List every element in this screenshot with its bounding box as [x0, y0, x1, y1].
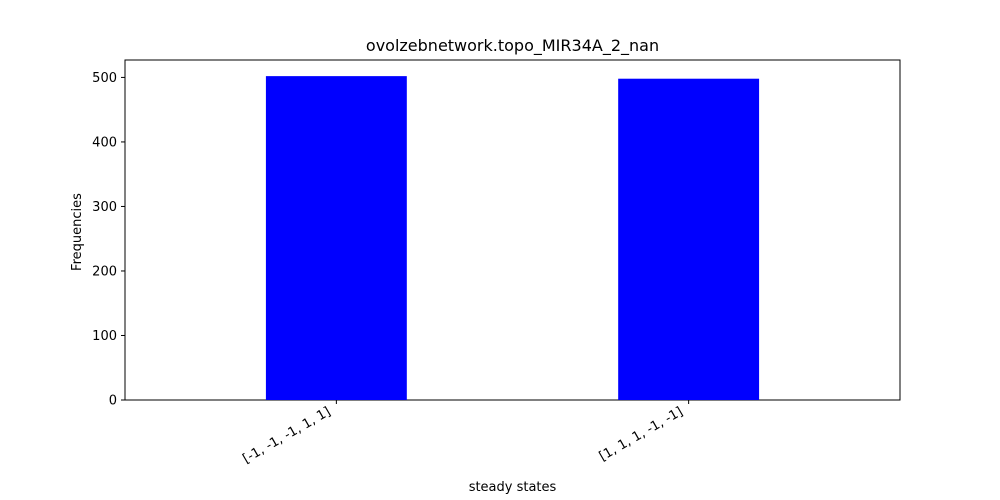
y-axis: 0 100 200 300 400 500: [92, 71, 125, 409]
x-axis: [-1, -1, -1, 1, 1] [1, 1, 1, -1, -1]: [240, 400, 690, 467]
bar-0: [265, 76, 407, 401]
x-axis-label: steady states: [469, 480, 557, 495]
x-tick-label: [1, 1, 1, -1, -1]: [597, 404, 686, 464]
x-tick-label: [-1, -1, -1, 1, 1]: [240, 404, 333, 466]
bars-layer: [265, 76, 760, 401]
bar-1: [618, 78, 760, 400]
y-tick-label: 400: [92, 135, 117, 150]
y-axis-label: Frequencies: [70, 193, 85, 271]
y-tick-label: 0: [109, 394, 117, 409]
y-tick-label: 300: [92, 200, 117, 215]
y-tick-label: 200: [92, 264, 117, 279]
chart-title: ovolzebnetwork.topo_MIR34A_2_nan: [366, 36, 659, 56]
plot-frame: [124, 59, 901, 401]
y-tick-label: 100: [92, 329, 117, 344]
y-tick-label: 500: [92, 71, 117, 86]
